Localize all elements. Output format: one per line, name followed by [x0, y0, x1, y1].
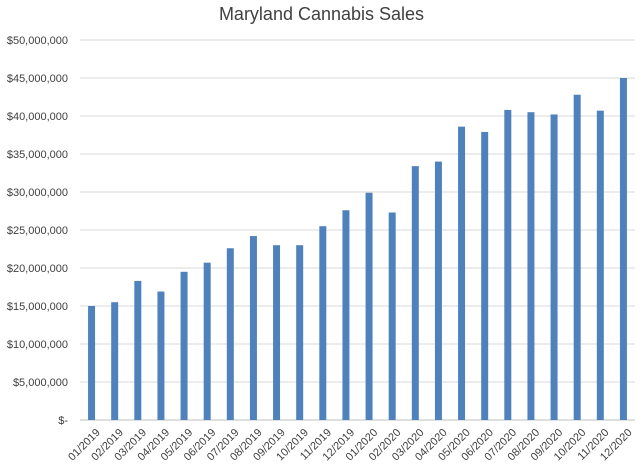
y-tick-label: $25,000,000: [7, 225, 68, 237]
bar: [388, 212, 396, 420]
bar: [504, 109, 512, 421]
bar: [573, 94, 581, 420]
bar: [157, 291, 165, 420]
bar: [481, 131, 489, 420]
y-tick-label: $50,000,000: [7, 35, 68, 47]
y-tick-label: $20,000,000: [7, 263, 68, 275]
bar: [203, 262, 211, 420]
y-tick-label: $45,000,000: [7, 73, 68, 85]
bar: [296, 245, 304, 420]
bar: [88, 306, 96, 420]
y-tick-label: $15,000,000: [7, 301, 68, 313]
bar: [319, 226, 327, 420]
bar: [596, 110, 604, 421]
chart-title: Maryland Cannabis Sales: [218, 4, 425, 24]
bar: [273, 245, 281, 420]
y-tick-label: $10,000,000: [7, 339, 68, 351]
bar: [619, 78, 627, 420]
bar: [342, 210, 350, 420]
y-tick-label: $-: [58, 415, 68, 427]
bar: [527, 112, 535, 420]
bar: [458, 126, 466, 420]
bar: [249, 236, 257, 420]
bar: [365, 192, 373, 420]
bar: [226, 248, 234, 420]
bar: [134, 280, 142, 420]
bar: [180, 271, 188, 420]
y-tick-label: $35,000,000: [7, 149, 68, 161]
bar: [434, 161, 442, 420]
y-tick-label: $5,000,000: [13, 377, 68, 389]
bar: [111, 302, 119, 420]
bar: [550, 114, 558, 420]
y-tick-label: $40,000,000: [7, 111, 68, 123]
bar: [411, 166, 419, 420]
y-tick-label: $30,000,000: [7, 187, 68, 199]
